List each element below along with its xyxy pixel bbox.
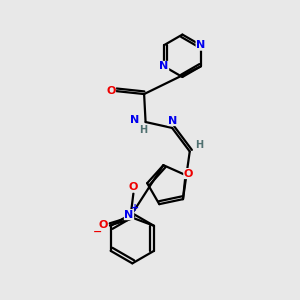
Text: +: + xyxy=(131,203,139,213)
Text: N: N xyxy=(168,116,177,126)
Text: H: H xyxy=(195,140,203,150)
Text: N: N xyxy=(124,210,134,220)
Text: O: O xyxy=(106,86,116,96)
Text: O: O xyxy=(184,169,193,178)
Text: O: O xyxy=(129,182,138,192)
Text: N: N xyxy=(196,40,206,50)
Text: N: N xyxy=(159,61,169,71)
Text: H: H xyxy=(139,125,147,135)
Text: N: N xyxy=(130,115,139,125)
Text: −: − xyxy=(93,227,102,237)
Text: O: O xyxy=(99,220,108,230)
